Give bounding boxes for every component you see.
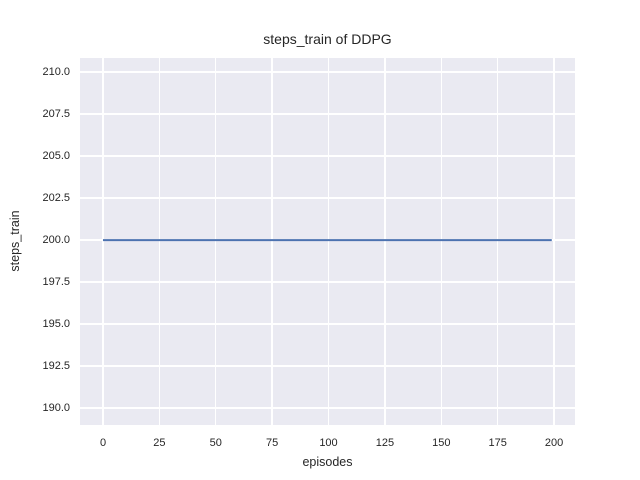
y-tick-label: 200.0 <box>42 234 70 247</box>
y-tick-label: 197.5 <box>42 276 70 289</box>
y-tick-label: 195.0 <box>42 318 70 331</box>
x-tick-label: 75 <box>266 437 279 449</box>
y-tick-label: 210.0 <box>42 66 70 79</box>
x-tick-label: 25 <box>153 437 166 449</box>
gridline-x <box>384 58 386 425</box>
y-tick-label: 190.0 <box>42 402 70 415</box>
series-layer <box>103 239 552 242</box>
gridline-y <box>80 407 575 409</box>
gridline-x <box>271 58 273 425</box>
chart-title: steps_train of DDPG <box>263 31 392 47</box>
plot-area <box>80 58 575 425</box>
x-tick-label: 200 <box>544 437 564 449</box>
x-tick-label: 150 <box>432 437 451 449</box>
y-tick-label: 207.5 <box>42 108 70 121</box>
x-tick-label: 100 <box>319 437 338 449</box>
gridline-x <box>440 58 442 425</box>
y-tick-label: 205.0 <box>42 150 70 163</box>
x-tick-label: 50 <box>209 437 222 449</box>
gridline-y <box>80 281 575 283</box>
x-axis-label: episodes <box>302 455 353 469</box>
x-tick-label: 0 <box>99 437 107 449</box>
gridline-x <box>553 58 555 425</box>
gridline-y <box>80 113 575 115</box>
gridline-y <box>80 71 575 73</box>
gridline-x <box>158 58 161 425</box>
y-tick-label: 192.5 <box>42 360 70 373</box>
x-tick-label: 125 <box>375 437 395 449</box>
gridline-x <box>496 58 499 425</box>
gridline-y <box>80 155 575 157</box>
gridline-x <box>215 58 217 425</box>
gridline-y <box>80 365 575 367</box>
y-tick-label: 202.5 <box>42 192 70 205</box>
gridline-y <box>80 197 575 199</box>
gridline-y <box>80 323 575 325</box>
gridline-x <box>327 58 330 425</box>
gridline-x <box>102 58 104 425</box>
x-tick-label: 175 <box>488 437 507 449</box>
